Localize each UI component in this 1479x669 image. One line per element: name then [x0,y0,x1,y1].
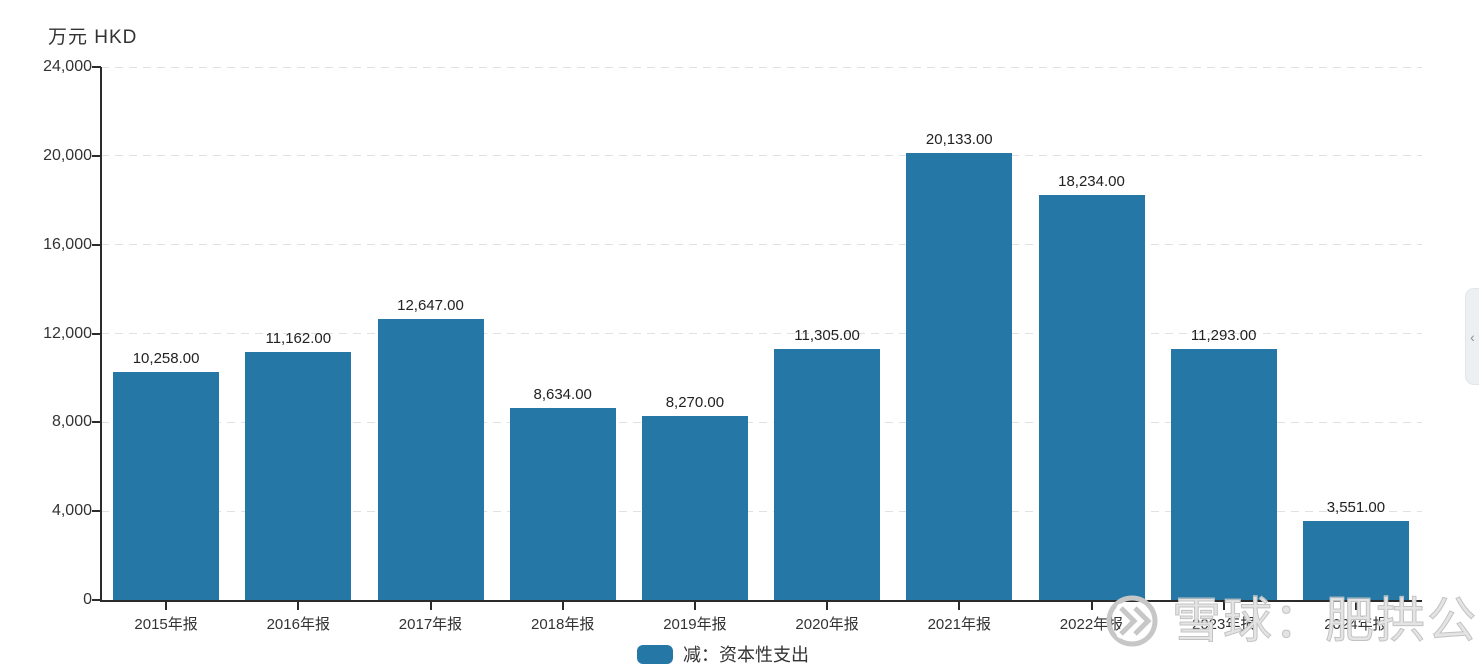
x-axis-tick [165,601,168,610]
y-axis-tick [92,332,101,335]
bar-2017年报[interactable] [377,319,484,600]
bar-2015年报[interactable] [113,372,220,600]
bar-value-label: 11,305.00 [794,326,860,344]
x-axis-tick-label: 2018年报 [531,616,595,633]
legend-color-swatch [637,644,673,664]
bar-2023年报[interactable] [1170,349,1277,600]
gridline [101,155,1422,157]
bar-value-label: 8,270.00 [665,394,725,412]
bar-value-label: 20,133.00 [925,130,993,148]
y-axis-tick [92,243,101,246]
y-axis-tick [92,154,101,157]
bar-2020年报[interactable] [774,348,881,600]
x-axis-tick [297,601,300,610]
y-axis-tick-label: 24,000 [43,58,92,75]
x-axis-tick-label: 2017年报 [398,616,463,633]
x-axis-tick-label: 2015年报 [134,616,198,633]
x-axis-tick [958,601,961,610]
y-axis-tick [92,421,101,424]
bar-2016年报[interactable] [245,352,352,600]
bar-2024年报[interactable] [1302,521,1409,600]
y-axis-tick-label: 20,000 [43,146,92,164]
x-axis-tick [693,601,696,610]
gridline [101,510,1422,512]
bar-value-label: 3,551.00 [1326,499,1386,517]
bar-value-label: 11,162.00 [265,330,332,348]
x-axis-tick-label: 2019年报 [663,616,727,633]
y-axis-tick [92,599,101,601]
panel-collapse-tab[interactable]: ‹ [1465,288,1479,385]
bar-2022年报[interactable] [1038,195,1145,600]
x-axis-tick-label: 2023年报 [1192,616,1256,633]
bar-value-label: 12,647.00 [397,297,464,315]
collapse-chevron-icon: ‹ [1470,328,1475,345]
legend-item-capital-expenditure[interactable]: 减：资本性支出 [637,641,809,667]
y-axis-tick [92,66,101,68]
legend-label: 减：资本性支出 [683,645,809,665]
y-axis-tick-label: 0 [83,591,92,608]
gridline [101,333,1422,334]
bar-2021年报[interactable] [906,152,1013,600]
x-axis-tick [826,601,829,610]
x-axis-tick [429,601,432,610]
x-axis-line [100,600,1422,602]
gridline [101,66,1422,68]
bar-value-label: 18,234.00 [1058,173,1125,191]
x-axis-tick-label: 2020年报 [795,616,859,633]
x-axis-tick-label: 2022年报 [1059,616,1124,633]
x-axis-tick-label: 2024年报 [1324,616,1388,633]
x-axis-tick [1090,601,1093,610]
x-axis-tick-label: 2016年报 [266,616,330,633]
y-axis-tick [92,510,101,513]
bar-value-label: 8,634.00 [533,386,592,404]
x-axis-tick [1222,601,1225,610]
y-axis-unit-label: 万元 HKD [48,27,138,48]
y-axis-tick-label: 4,000 [51,502,92,520]
bar-2019年报[interactable] [641,416,748,600]
y-axis-tick-label: 16,000 [43,235,92,253]
bar-value-label: 11,293.00 [1190,327,1257,345]
x-axis-tick [561,601,564,610]
y-axis-tick-label: 12,000 [43,324,92,342]
gridline [101,421,1422,423]
gridline [101,244,1422,246]
x-axis-tick [1354,601,1357,610]
bar-value-label: 10,258.00 [132,350,200,368]
bar-2018年报[interactable] [509,408,616,600]
y-axis-tick-label: 8,000 [51,413,92,431]
y-axis-line [100,67,102,600]
x-axis-tick-label: 2021年报 [927,616,991,633]
